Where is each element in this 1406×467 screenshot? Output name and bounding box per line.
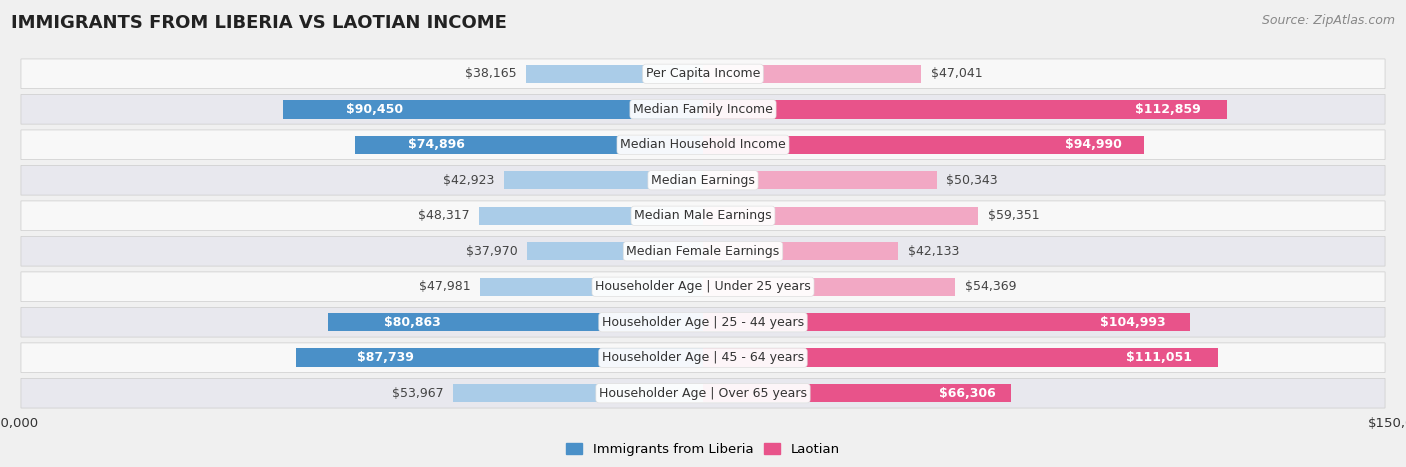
Text: IMMIGRANTS FROM LIBERIA VS LAOTIAN INCOME: IMMIGRANTS FROM LIBERIA VS LAOTIAN INCOM… <box>11 14 508 32</box>
FancyBboxPatch shape <box>21 165 1385 195</box>
Text: $94,990: $94,990 <box>1064 138 1122 151</box>
Text: Median Female Earnings: Median Female Earnings <box>627 245 779 258</box>
Bar <box>526 64 703 83</box>
Bar <box>295 348 703 367</box>
Bar <box>703 206 979 225</box>
Bar <box>527 242 703 261</box>
Text: Median Household Income: Median Household Income <box>620 138 786 151</box>
Text: $50,343: $50,343 <box>946 174 997 187</box>
FancyBboxPatch shape <box>21 272 1385 302</box>
Bar <box>356 135 703 154</box>
Bar <box>703 242 898 261</box>
Text: $38,165: $38,165 <box>465 67 516 80</box>
Bar <box>284 100 703 119</box>
Bar <box>703 100 1226 119</box>
Legend: Immigrants from Liberia, Laotian: Immigrants from Liberia, Laotian <box>561 438 845 461</box>
Text: $80,863: $80,863 <box>384 316 441 329</box>
Text: $111,051: $111,051 <box>1126 351 1192 364</box>
Text: $54,369: $54,369 <box>965 280 1017 293</box>
Text: $112,859: $112,859 <box>1135 103 1201 116</box>
Bar <box>703 277 955 296</box>
Text: $37,970: $37,970 <box>465 245 517 258</box>
Text: Source: ZipAtlas.com: Source: ZipAtlas.com <box>1261 14 1395 27</box>
FancyBboxPatch shape <box>21 378 1385 408</box>
Bar <box>703 348 1218 367</box>
FancyBboxPatch shape <box>21 236 1385 266</box>
Text: $104,993: $104,993 <box>1099 316 1166 329</box>
FancyBboxPatch shape <box>21 201 1385 231</box>
Text: $90,450: $90,450 <box>346 103 404 116</box>
Text: $48,317: $48,317 <box>418 209 470 222</box>
Text: Householder Age | Under 25 years: Householder Age | Under 25 years <box>595 280 811 293</box>
FancyBboxPatch shape <box>21 94 1385 124</box>
Text: $59,351: $59,351 <box>987 209 1039 222</box>
Bar <box>703 313 1189 332</box>
Text: $66,306: $66,306 <box>939 387 995 400</box>
Bar <box>503 171 703 190</box>
FancyBboxPatch shape <box>21 59 1385 89</box>
Bar <box>479 206 703 225</box>
Text: $74,896: $74,896 <box>408 138 464 151</box>
Bar <box>703 135 1143 154</box>
FancyBboxPatch shape <box>21 307 1385 337</box>
Text: $47,041: $47,041 <box>931 67 983 80</box>
Text: Householder Age | 25 - 44 years: Householder Age | 25 - 44 years <box>602 316 804 329</box>
Bar <box>703 384 1011 403</box>
Text: Householder Age | Over 65 years: Householder Age | Over 65 years <box>599 387 807 400</box>
Text: Median Male Earnings: Median Male Earnings <box>634 209 772 222</box>
Text: $47,981: $47,981 <box>419 280 471 293</box>
Text: $42,133: $42,133 <box>908 245 959 258</box>
Text: $87,739: $87,739 <box>357 351 413 364</box>
Bar <box>481 277 703 296</box>
Text: Median Earnings: Median Earnings <box>651 174 755 187</box>
Bar <box>703 171 936 190</box>
FancyBboxPatch shape <box>21 130 1385 160</box>
Text: Per Capita Income: Per Capita Income <box>645 67 761 80</box>
Bar <box>453 384 703 403</box>
Text: Median Family Income: Median Family Income <box>633 103 773 116</box>
Text: Householder Age | 45 - 64 years: Householder Age | 45 - 64 years <box>602 351 804 364</box>
Text: $42,923: $42,923 <box>443 174 495 187</box>
Bar <box>703 64 921 83</box>
Bar <box>328 313 703 332</box>
FancyBboxPatch shape <box>21 343 1385 373</box>
Text: $53,967: $53,967 <box>392 387 443 400</box>
